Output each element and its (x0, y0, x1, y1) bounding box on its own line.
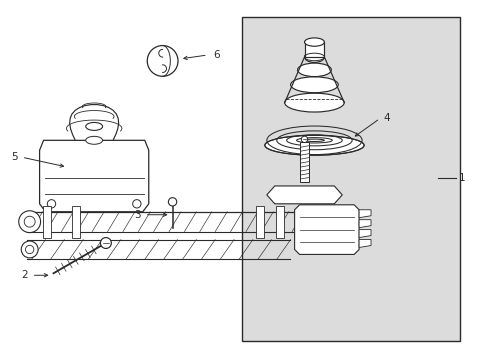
Circle shape (100, 238, 111, 248)
Polygon shape (266, 186, 342, 204)
Polygon shape (255, 206, 264, 238)
Polygon shape (300, 142, 308, 182)
Polygon shape (85, 126, 102, 140)
Ellipse shape (85, 136, 102, 144)
Polygon shape (358, 220, 370, 228)
Polygon shape (275, 206, 283, 238)
Text: 3: 3 (134, 210, 141, 220)
Polygon shape (42, 206, 50, 238)
Ellipse shape (304, 51, 324, 62)
Text: 1: 1 (457, 173, 464, 183)
Ellipse shape (264, 135, 364, 155)
Circle shape (168, 198, 176, 206)
Circle shape (301, 136, 307, 143)
Ellipse shape (85, 122, 102, 130)
Polygon shape (358, 239, 370, 247)
Text: 5: 5 (11, 152, 18, 162)
Polygon shape (294, 205, 358, 255)
Circle shape (47, 200, 56, 208)
Polygon shape (40, 140, 148, 212)
Polygon shape (70, 105, 119, 140)
Polygon shape (358, 210, 370, 218)
Ellipse shape (284, 93, 344, 112)
Text: 2: 2 (21, 270, 28, 280)
Circle shape (21, 241, 38, 258)
Circle shape (132, 200, 141, 208)
Polygon shape (72, 206, 80, 238)
Text: 4: 4 (383, 113, 390, 123)
FancyBboxPatch shape (242, 17, 459, 341)
Circle shape (25, 245, 34, 254)
Ellipse shape (297, 63, 331, 77)
Circle shape (24, 216, 35, 227)
Ellipse shape (290, 77, 338, 93)
Ellipse shape (304, 38, 324, 46)
Text: 6: 6 (213, 50, 220, 60)
Polygon shape (358, 230, 370, 238)
Circle shape (147, 46, 178, 76)
Circle shape (19, 211, 41, 233)
Polygon shape (304, 42, 324, 57)
